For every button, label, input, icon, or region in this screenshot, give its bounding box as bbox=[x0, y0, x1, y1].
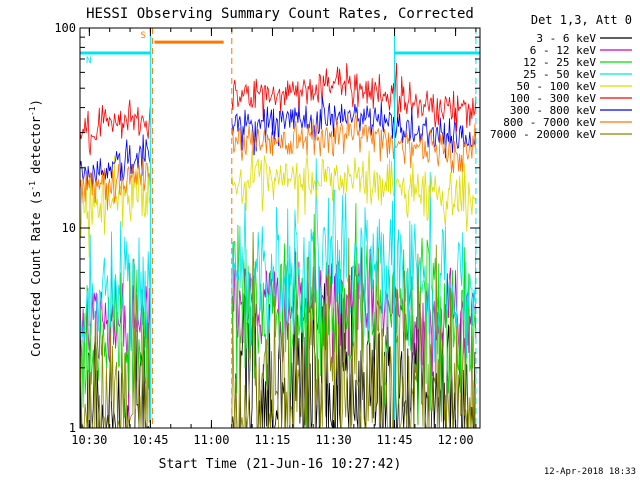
legend-label-6: 100 - 300 keV bbox=[510, 92, 596, 105]
x-axis: 10:30 10:45 11:00 11:15 11:30 11:45 12:00 bbox=[71, 28, 477, 447]
y-axis-label-part3: ) bbox=[29, 99, 43, 106]
legend-label-8: 800 - 7000 keV bbox=[503, 116, 596, 129]
x-tick-label-6: 11:45 bbox=[376, 433, 412, 447]
y-axis-label-exp1: -1 bbox=[28, 181, 37, 191]
y-axis-label-part2: detector bbox=[29, 116, 43, 181]
series-line-4 bbox=[79, 158, 477, 372]
plot-area: SN bbox=[79, 28, 480, 429]
legend-label-9: 7000 - 20000 keV bbox=[490, 128, 596, 141]
y-tick-label-1: 1 bbox=[69, 421, 76, 435]
legend-title: Det 1,3, Att 0 bbox=[531, 13, 632, 27]
y-axis-label-part1: Corrected Count Rate (s bbox=[29, 191, 43, 357]
x-tick-label-1: 10:30 bbox=[71, 433, 107, 447]
flag-label-1: S bbox=[140, 31, 145, 41]
footer-timestamp: 12-Apr-2018 18:33 bbox=[544, 467, 636, 477]
series-line-9 bbox=[79, 231, 477, 429]
x-tick-label-5: 11:30 bbox=[315, 433, 351, 447]
flag-label-2: N bbox=[86, 56, 91, 66]
y-axis-label-exp2: -1 bbox=[28, 106, 37, 116]
x-tick-label-4: 11:15 bbox=[254, 433, 290, 447]
y-tick-label-2: 10 bbox=[62, 221, 76, 235]
chart-title: HESSI Observing Summary Count Rates, Cor… bbox=[86, 6, 474, 22]
legend-label-4: 25 - 50 keV bbox=[523, 68, 596, 81]
legend-label-3: 12 - 25 keV bbox=[523, 56, 596, 69]
legend-label-2: 6 - 12 keV bbox=[530, 44, 597, 57]
y-axis-label: Corrected Count Rate (s-1 detector-1) bbox=[28, 99, 43, 357]
series-line-6 bbox=[79, 62, 477, 156]
series-line-5 bbox=[79, 149, 477, 258]
y-tick-label-3: 100 bbox=[54, 21, 76, 35]
legend-label-5: 50 - 100 keV bbox=[517, 80, 597, 93]
x-tick-label-2: 10:45 bbox=[132, 433, 168, 447]
series-line-8 bbox=[79, 111, 477, 211]
x-tick-label-3: 11:00 bbox=[193, 433, 229, 447]
legend-label-1: 3 - 6 keV bbox=[536, 32, 596, 45]
x-axis-label: Start Time (21-Jun-16 10:27:42) bbox=[159, 457, 402, 472]
y-axis: 1 10 100 bbox=[54, 21, 480, 435]
legend-label-7: 300 - 800 keV bbox=[510, 104, 596, 117]
x-tick-label-7: 12:00 bbox=[438, 433, 474, 447]
